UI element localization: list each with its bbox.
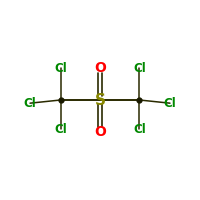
Text: Cl: Cl: [54, 123, 67, 136]
Text: Cl: Cl: [133, 62, 146, 75]
Text: Cl: Cl: [54, 62, 67, 75]
Text: O: O: [94, 125, 106, 139]
Text: O: O: [94, 61, 106, 75]
Text: Cl: Cl: [133, 123, 146, 136]
Text: Cl: Cl: [164, 97, 176, 110]
Text: S: S: [95, 92, 106, 108]
Text: Cl: Cl: [24, 97, 36, 110]
